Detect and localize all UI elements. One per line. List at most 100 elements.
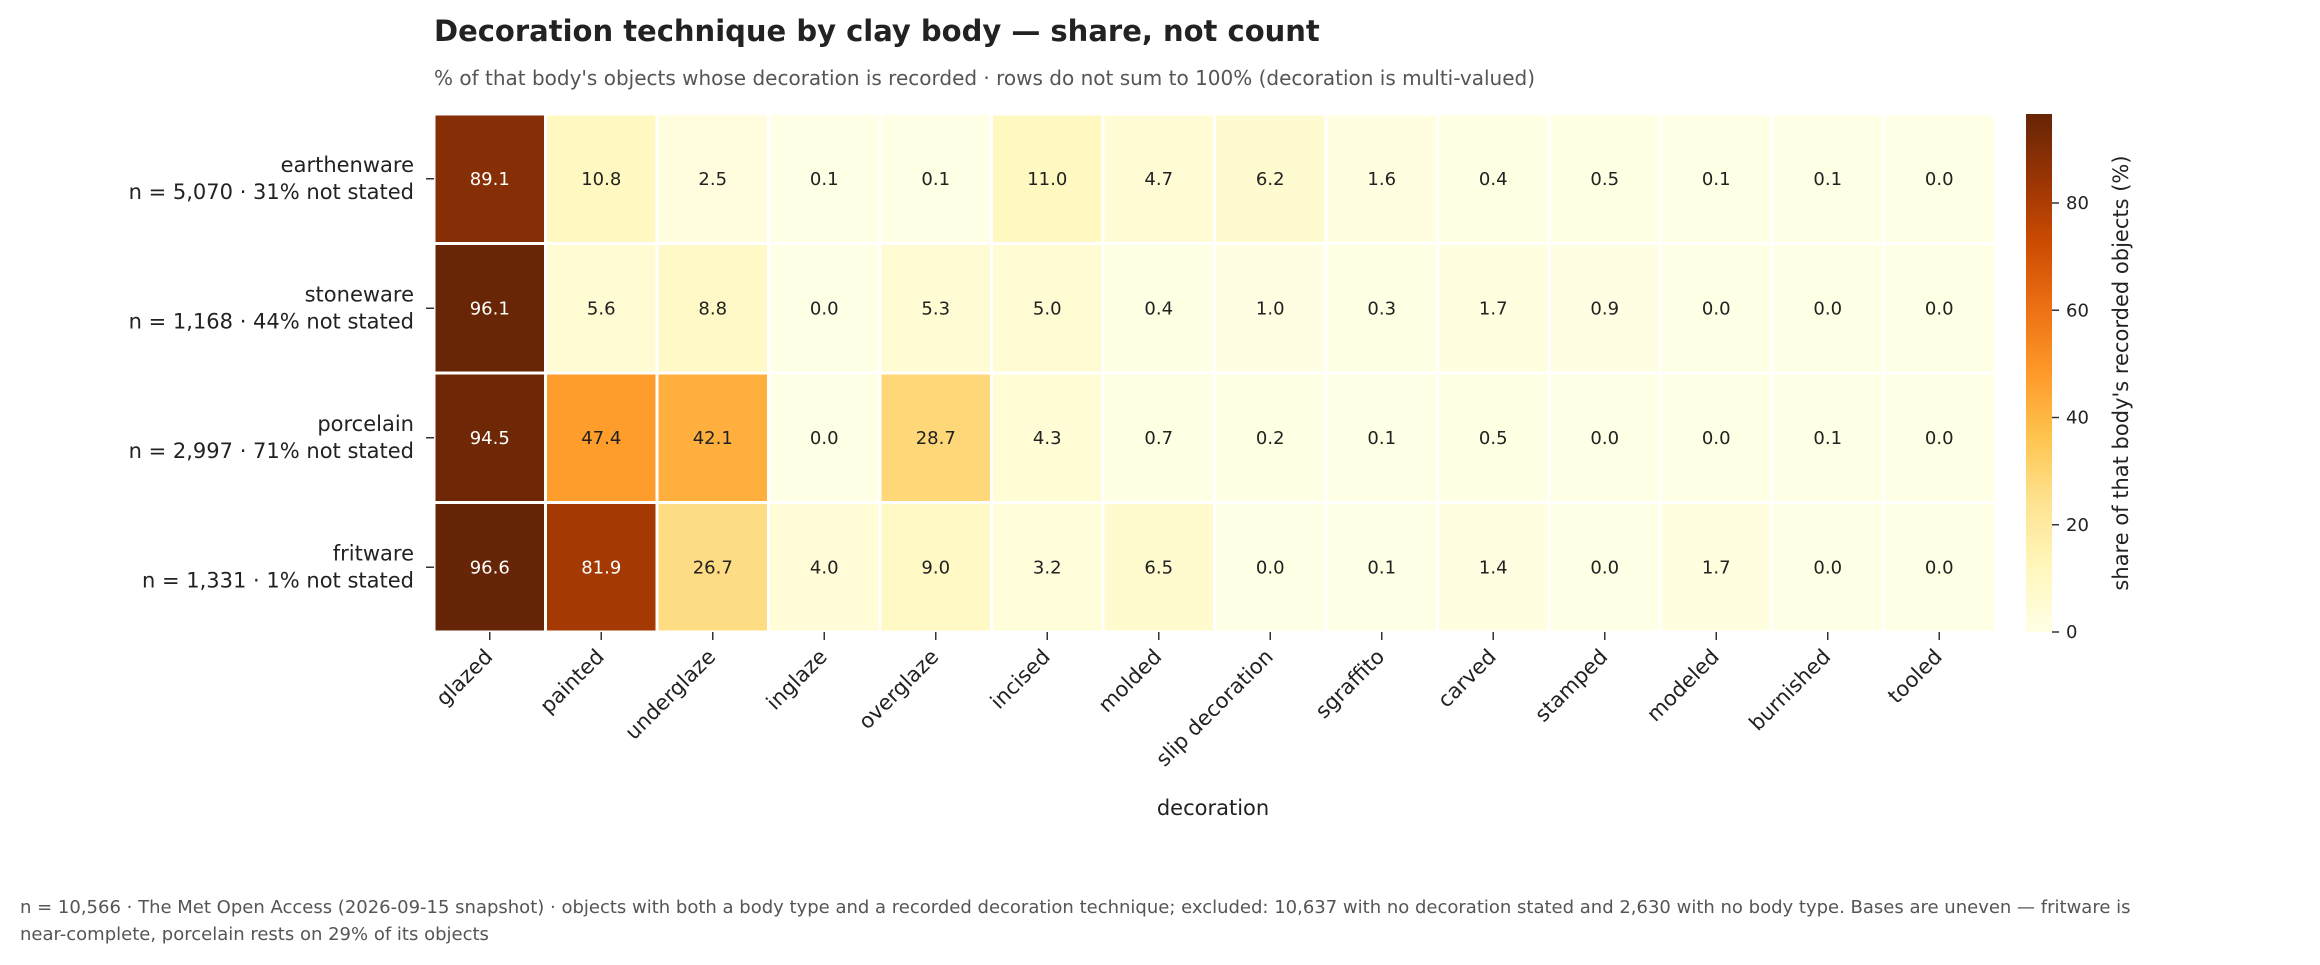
footnote-line-1: n = 10,566 · The Met Open Access (2026-0… xyxy=(20,897,2131,918)
row-label-count: n = 1,331 · 1% not stated xyxy=(142,568,414,592)
cell-value-label: 0.0 xyxy=(810,298,839,319)
column-label: modeled xyxy=(1642,645,1724,727)
cell-value-label: 8.8 xyxy=(698,298,727,319)
heatmap-cell xyxy=(1882,371,1997,504)
column-label: underglaze xyxy=(620,645,720,745)
x-axis-title: decoration xyxy=(1157,796,1269,820)
cell-value-label: 0.0 xyxy=(1925,298,1954,319)
heatmap-cell xyxy=(1882,242,1997,375)
cell-value-label: 5.0 xyxy=(1033,298,1062,319)
chart-title: Decoration technique by clay body — shar… xyxy=(434,14,1320,48)
heatmap-cell xyxy=(1324,242,1439,375)
cell-value-label: 0.3 xyxy=(1367,298,1396,319)
heatmap-cell xyxy=(1770,112,1885,245)
row-label-name: porcelain xyxy=(317,412,414,436)
row-label-count: n = 5,070 · 31% not stated xyxy=(129,180,414,204)
heatmap-cell xyxy=(1659,371,1774,504)
cell-value-label: 4.0 xyxy=(810,557,839,578)
heatmap-cell xyxy=(1324,371,1439,504)
cell-value-label: 0.0 xyxy=(1590,557,1619,578)
cell-value-label: 2.5 xyxy=(698,169,727,190)
column-label: glazed xyxy=(431,645,497,711)
colorbar-title: share of that body's recorded objects (%… xyxy=(2109,155,2133,590)
heatmap-cell xyxy=(1213,112,1328,245)
cell-value-label: 6.5 xyxy=(1144,557,1173,578)
colorbar-tick-label: 0 xyxy=(2066,622,2077,643)
footnote: n = 10,566 · The Met Open Access (2026-0… xyxy=(20,894,2310,948)
colorbar-tick-label: 40 xyxy=(2066,408,2089,429)
colorbar-tick-label: 80 xyxy=(2066,193,2089,214)
heatmap-cell xyxy=(1659,242,1774,375)
cell-value-label: 6.2 xyxy=(1256,169,1285,190)
heatmap-cell xyxy=(1770,242,1885,375)
colorbar-bar xyxy=(2026,114,2052,632)
cell-value-label: 0.4 xyxy=(1144,298,1173,319)
cell-value-label: 4.7 xyxy=(1144,169,1173,190)
heatmap-cell xyxy=(878,371,993,504)
heatmap-cell xyxy=(1770,371,1885,504)
cell-value-label: 0.0 xyxy=(1925,557,1954,578)
colorbar-tick-label: 20 xyxy=(2066,515,2089,536)
row-labels: earthenware n = 5,070 · 31% not stated sto… xyxy=(129,153,434,592)
column-label: slip decoration xyxy=(1151,645,1278,772)
column-label: burnished xyxy=(1744,645,1835,736)
heatmap-cell xyxy=(767,371,882,504)
cell-value-label: 4.3 xyxy=(1033,428,1062,449)
heatmap-cell xyxy=(1436,501,1551,634)
cell-value-label: 28.7 xyxy=(916,428,956,449)
heatmap-cell xyxy=(1659,112,1774,245)
footnote-line-2: near-complete, porcelain rests on 29% of… xyxy=(20,924,489,945)
row-label-name: earthenware xyxy=(281,153,414,177)
cell-value-label: 0.9 xyxy=(1590,298,1619,319)
cell-value-label: 47.4 xyxy=(581,428,621,449)
heatmap-cell xyxy=(655,501,770,634)
column-label: molded xyxy=(1094,645,1167,718)
cell-value-label: 0.1 xyxy=(1367,557,1396,578)
column-label: stamped xyxy=(1530,645,1612,727)
row-label-name: fritware xyxy=(333,541,414,565)
heatmap-cell xyxy=(1547,501,1662,634)
heatmap-cell xyxy=(1324,501,1439,634)
cell-value-label: 11.0 xyxy=(1027,169,1067,190)
column-label: painted xyxy=(535,645,608,718)
cell-value-label: 5.6 xyxy=(587,298,616,319)
cell-value-label: 0.0 xyxy=(1813,298,1842,319)
cell-value-label: 94.5 xyxy=(470,428,510,449)
chart-subtitle: % of that body's objects whose decoratio… xyxy=(434,66,1536,90)
cell-value-label: 0.1 xyxy=(1367,428,1396,449)
heatmap-cell xyxy=(878,501,993,634)
cell-value-label: 0.0 xyxy=(1702,298,1731,319)
cell-value-label: 0.0 xyxy=(1590,428,1619,449)
cell-value-label: 5.3 xyxy=(921,298,950,319)
cell-value-label: 0.1 xyxy=(1813,169,1842,190)
cell-value-label: 89.1 xyxy=(470,169,510,190)
row-label-count: n = 1,168 · 44% not stated xyxy=(129,309,414,333)
cell-value-label: 0.4 xyxy=(1479,169,1508,190)
heatmap-cell xyxy=(1213,501,1328,634)
heatmap-cell xyxy=(990,112,1105,245)
cell-value-label: 0.0 xyxy=(810,428,839,449)
row-label-count: n = 2,997 · 71% not stated xyxy=(129,439,414,463)
heatmap-cell xyxy=(1436,112,1551,245)
heatmap-cell xyxy=(1213,371,1328,504)
heatmap-cell xyxy=(1770,501,1885,634)
heatmap-cell xyxy=(1882,112,1997,245)
heatmap-cell xyxy=(655,371,770,504)
column-label: incised xyxy=(986,645,1055,714)
cell-value-label: 42.1 xyxy=(693,428,733,449)
column-label: sgraffito xyxy=(1311,645,1390,724)
row-label-name: stoneware xyxy=(305,282,414,306)
cell-value-label: 0.5 xyxy=(1590,169,1619,190)
heatmap-cell xyxy=(1101,371,1216,504)
cell-value-label: 26.7 xyxy=(693,557,733,578)
heatmap-cells: 89.1 10.8 2.5 0.1 0.1 11.0 4.7 6.2 1.6 0.4 0.5 0.1 0… xyxy=(432,112,1997,634)
cell-value-label: 10.8 xyxy=(581,169,621,190)
cell-value-label: 0.0 xyxy=(1813,557,1842,578)
cell-value-label: 96.6 xyxy=(470,557,510,578)
heatmap-cell xyxy=(544,371,659,504)
heatmap-cell xyxy=(878,112,993,245)
cell-value-label: 0.5 xyxy=(1479,428,1508,449)
cell-value-label: 0.2 xyxy=(1256,428,1285,449)
heatmap-cell xyxy=(1101,501,1216,634)
heatmap-cell xyxy=(1101,112,1216,245)
